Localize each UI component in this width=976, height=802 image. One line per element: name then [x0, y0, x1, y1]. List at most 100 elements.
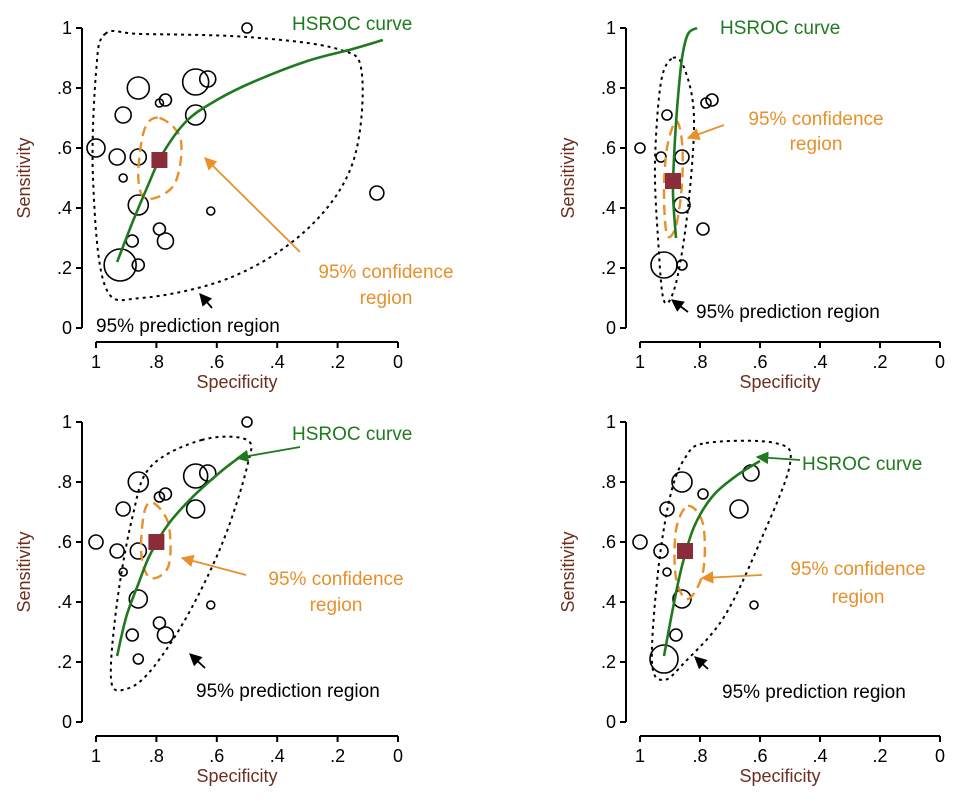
y-axis-title: Sensitivity — [14, 137, 34, 218]
x-axis-title: Specificity — [739, 372, 820, 392]
y-axis-title: Sensitivity — [14, 531, 34, 612]
study-point — [88, 534, 104, 550]
x-tick-label: 1 — [91, 352, 101, 372]
y-tick-label: .6 — [601, 532, 616, 552]
confidence-arrow — [180, 554, 247, 576]
study-point — [669, 628, 683, 642]
sroc-panel-2: 1 .8 .6 .4 .2 0 0 .2 .4 .6 .8 1 Specificity Sensitivi… — [558, 18, 945, 392]
x-tick-label: 0 — [935, 352, 945, 372]
prediction-label: 95% prediction region — [96, 316, 280, 337]
confidence-arrow — [204, 157, 301, 253]
x-axis-title: Specificity — [739, 766, 820, 786]
study-point — [184, 104, 207, 126]
confidence-label: 95% confidence — [268, 569, 403, 590]
x-tick-label: 1 — [635, 746, 645, 766]
y-tick-label: 1 — [606, 18, 616, 38]
x-tick-label: 0 — [393, 352, 403, 372]
prediction-label: 95% prediction region — [696, 302, 880, 323]
study-point — [661, 109, 673, 121]
hsroc-curve-label: HSROC curve — [292, 14, 412, 35]
x-tick-label: 1 — [91, 746, 101, 766]
y-tick-label: .6 — [57, 138, 72, 158]
x-tick-label: .4 — [270, 352, 285, 372]
prediction-region — [653, 56, 696, 305]
study-point — [156, 626, 175, 644]
study-point — [729, 499, 749, 519]
prediction-arrow — [199, 293, 213, 309]
study-point — [198, 464, 217, 482]
prediction-region — [91, 30, 364, 302]
y-tick-label: .6 — [57, 532, 72, 552]
y-tick-label: 0 — [62, 712, 72, 732]
prediction-arrow — [189, 653, 206, 669]
study-point — [181, 68, 210, 96]
sroc-panel-1: 1 .8 .6 .4 .2 0 0 .2 .4 .6 .8 1 Specificity Sensitivi… — [14, 14, 454, 392]
study-point — [114, 106, 132, 124]
x-tick-label: .2 — [330, 352, 345, 372]
y-tick-label: .4 — [601, 592, 616, 612]
y-tick-label: 0 — [606, 318, 616, 338]
prediction-arrow — [670, 299, 689, 313]
y-axis-title: Sensitivity — [558, 137, 578, 218]
study-point — [103, 248, 137, 282]
x-tick-label: .6 — [209, 352, 224, 372]
y-tick-label: 1 — [62, 412, 72, 432]
hsroc-curve-label: HSROC curve — [802, 454, 922, 475]
study-point — [659, 501, 675, 517]
x-tick-label: .6 — [209, 746, 224, 766]
prediction-arrow — [694, 656, 709, 670]
study-point — [634, 142, 646, 154]
x-tick-label: .2 — [872, 746, 887, 766]
study-point — [672, 589, 692, 609]
study-point — [749, 600, 759, 610]
hsroc-curve — [115, 38, 384, 263]
hsroc-curve-label: HSROC curve — [720, 18, 840, 39]
x-tick-label: .4 — [812, 746, 827, 766]
curve-arrow — [755, 451, 801, 465]
study-point — [125, 628, 140, 642]
y-tick-label: .2 — [57, 652, 72, 672]
study-point — [241, 22, 253, 34]
y-tick-label: .6 — [601, 138, 616, 158]
study-point — [649, 644, 679, 674]
study-point — [241, 416, 253, 428]
study-point — [158, 487, 173, 501]
confidence-label: 95% confidence — [318, 262, 453, 283]
x-tick-label: .2 — [872, 352, 887, 372]
study-point — [109, 543, 125, 559]
study-point — [132, 653, 145, 665]
y-tick-label: 1 — [62, 18, 72, 38]
y-tick-label: .8 — [57, 472, 72, 492]
study-point — [158, 93, 173, 107]
confidence-label-line2: region — [310, 595, 363, 616]
x-axis-title: Specificity — [196, 372, 277, 392]
y-tick-label: 0 — [606, 712, 616, 732]
prediction-region — [109, 435, 253, 692]
confidence-arrow — [686, 124, 725, 141]
study-point — [632, 534, 648, 550]
x-tick-label: .6 — [752, 746, 767, 766]
prediction-label: 95% prediction region — [196, 681, 380, 702]
confidence-region — [139, 501, 172, 580]
y-tick-label: .8 — [57, 78, 72, 98]
study-point — [129, 542, 148, 560]
summary-point — [677, 543, 693, 559]
confidence-label-line2: region — [360, 288, 413, 309]
study-point — [671, 471, 693, 493]
x-tick-label: .8 — [692, 746, 707, 766]
y-tick-label: .8 — [601, 78, 616, 98]
hsroc-curve — [671, 26, 698, 239]
study-point — [127, 471, 150, 493]
y-axis-title: Sensitivity — [558, 531, 578, 612]
study-point — [108, 148, 126, 166]
study-point — [205, 600, 216, 610]
study-point — [705, 93, 719, 107]
study-point — [126, 76, 151, 100]
x-tick-label: 1 — [635, 352, 645, 372]
study-point — [198, 70, 217, 88]
study-point — [696, 222, 710, 236]
x-tick-label: .6 — [752, 352, 767, 372]
y-tick-label: .8 — [601, 472, 616, 492]
study-point — [118, 567, 128, 577]
